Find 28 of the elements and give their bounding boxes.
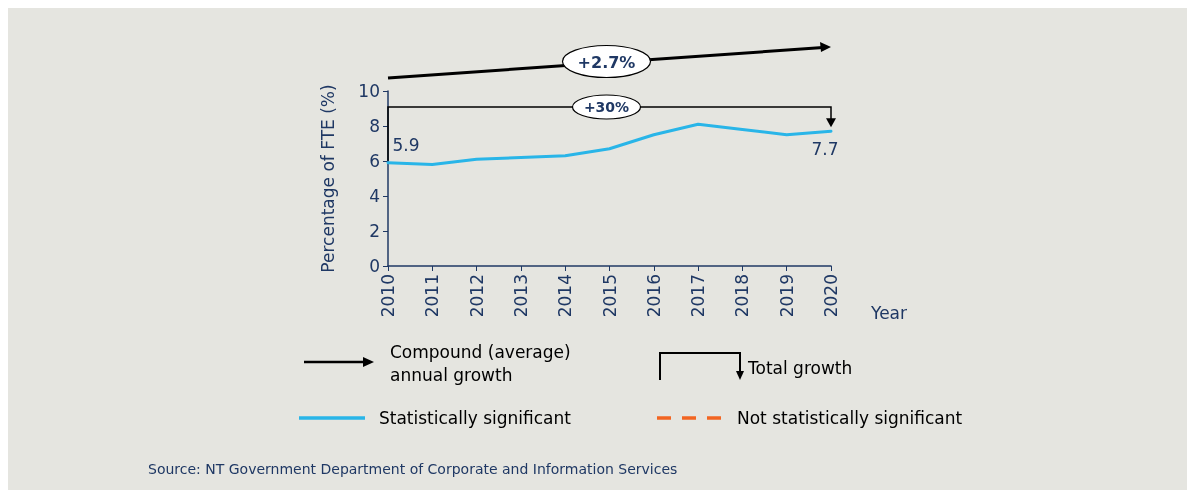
y-tick-label: 0 [369,256,380,276]
data-label: 7.7 [811,138,839,159]
y-tick-label: 10 [358,81,380,101]
x-tick-label: 2011 [422,274,443,318]
x-tick-label: 2010 [378,274,398,318]
x-tick-label: 2017 [688,274,709,318]
x-tick-label: 2019 [776,274,797,318]
x-axis-title: Year [870,302,907,323]
y-tick-label: 6 [369,151,380,171]
y-tick-label: 2 [369,221,380,241]
legend-label: Not statistically significant [737,408,963,428]
text: Compound (average) annual growth [390,341,572,387]
legend-label: Statistically significant [379,408,571,428]
text: +2.7% [577,52,636,72]
x-tick-label: 2014 [555,274,576,318]
annotation: +30% [583,99,630,115]
y-tick-label: 8 [369,116,380,136]
source-note: Source: NT Government Department of Corporate and Information Services [148,461,678,477]
x-tick-label: 2020 [821,274,841,318]
data-label: 5.9 [392,135,420,156]
x-tick-label: 2016 [643,274,664,318]
x-tick-label: 2018 [732,274,753,318]
text: Total growth [748,358,853,378]
y-tick-label: 4 [369,186,380,206]
x-tick-label: 2015 [599,274,620,318]
y-axis-title: Percentage of FTE (%) [317,84,338,273]
x-tick-label: 2012 [466,274,487,318]
x-tick-label: 2013 [510,274,531,318]
